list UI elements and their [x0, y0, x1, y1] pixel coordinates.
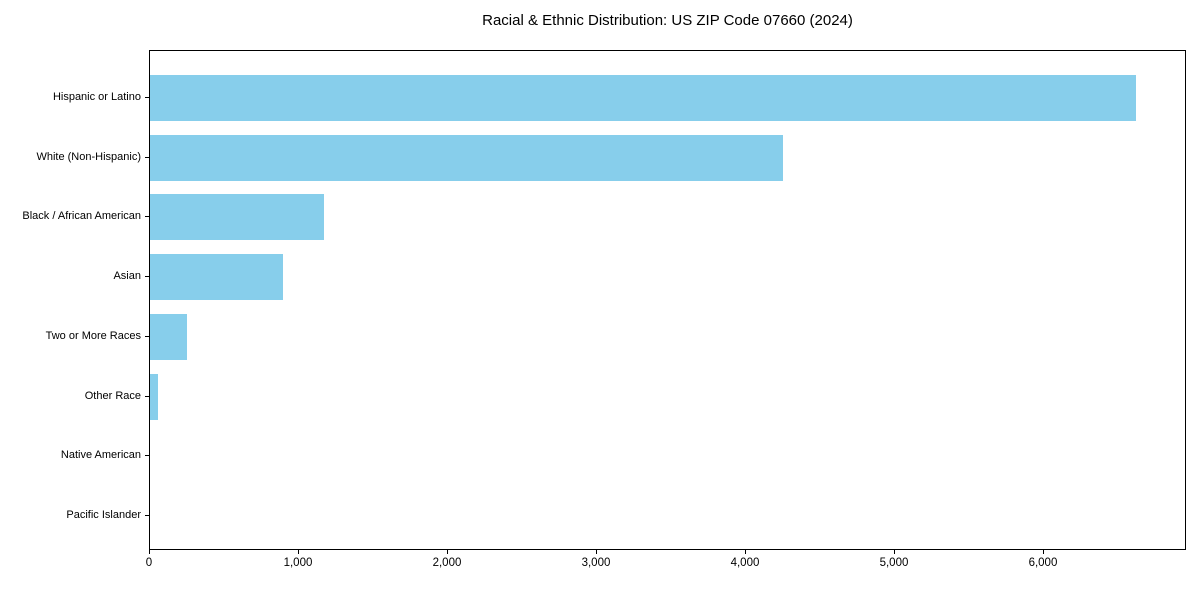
x-tick-mark — [1042, 550, 1044, 554]
y-tick-mark — [145, 97, 149, 98]
x-tick-label: 6,000 — [1028, 557, 1058, 569]
y-axis-label: Other Race — [84, 389, 141, 402]
y-tick-mark — [145, 335, 149, 337]
y-tick-mark — [145, 276, 149, 278]
y-axis-label: Two or More Races — [45, 329, 141, 342]
y-tick-mark — [145, 156, 149, 158]
x-tick-label: 5,000 — [879, 557, 909, 569]
plot-area — [149, 50, 1186, 550]
chart-title: Racial & Ethnic Distribution: US ZIP Cod… — [482, 12, 853, 29]
x-tick-mark — [744, 550, 746, 554]
x-tick-label: 2,000 — [432, 557, 462, 569]
bar-asian — [150, 254, 283, 301]
y-axis-label: Pacific Islander — [66, 508, 141, 521]
bar-other-race — [150, 373, 159, 420]
y-tick-mark — [145, 514, 149, 516]
y-axis-label: Native American — [60, 449, 141, 462]
x-tick-label: 3,000 — [581, 557, 611, 569]
x-tick-label: 0 — [145, 557, 153, 569]
bar-hispanic-or-latino — [150, 75, 1137, 121]
bar-two-or-more-races — [150, 313, 187, 360]
x-tick-mark — [297, 550, 299, 554]
x-tick-mark — [595, 550, 597, 554]
y-axis-label: White (Non-Hispanic) — [36, 150, 141, 163]
y-tick-mark — [145, 395, 149, 397]
y-axis-label: Hispanic or Latino — [52, 91, 141, 103]
bar-white-non-hispanic — [150, 134, 784, 181]
x-tick-mark — [446, 550, 448, 554]
x-tick-mark — [893, 550, 895, 554]
y-tick-mark — [145, 216, 149, 218]
y-axis-label: Black / African American — [22, 210, 141, 223]
y-axis-label: Asian — [113, 270, 141, 283]
bar-black-african-american — [150, 194, 325, 241]
x-tick-label: 4,000 — [730, 557, 760, 569]
x-tick-label: 1,000 — [283, 557, 313, 569]
x-tick-mark — [149, 550, 150, 554]
y-tick-mark — [145, 455, 149, 457]
